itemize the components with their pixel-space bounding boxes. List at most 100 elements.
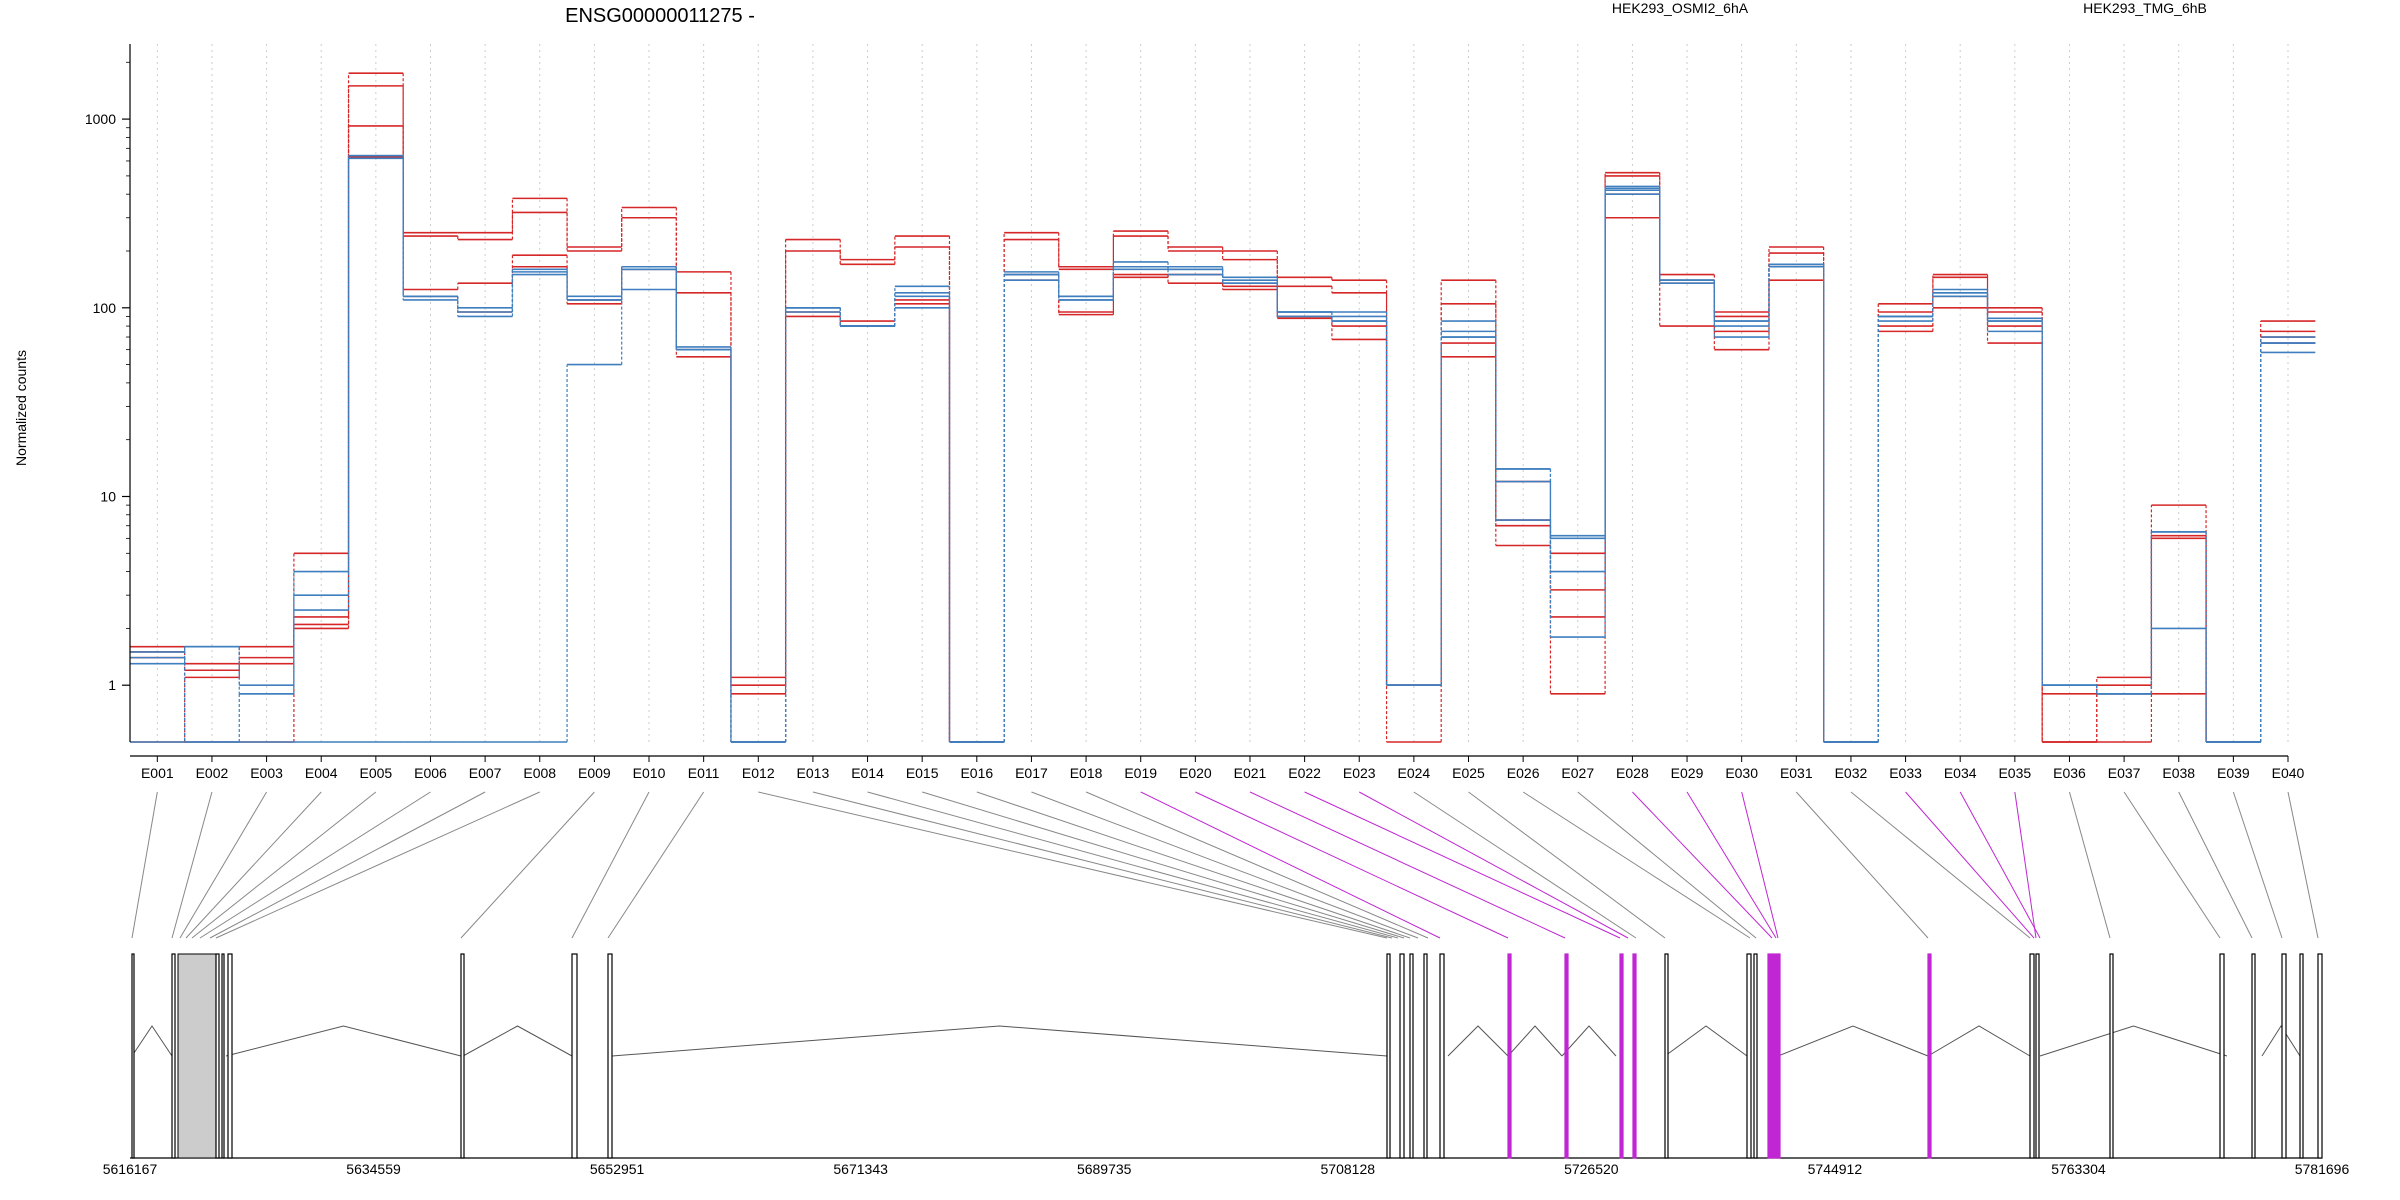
- genomic-tick-label: 5634559: [346, 1161, 401, 1177]
- exon-connector: [2068, 791, 2111, 939]
- exon-connector: [185, 791, 322, 939]
- x-tick-label: E036: [2053, 765, 2086, 781]
- exon-connector: [1195, 791, 1509, 939]
- gene-model: 5616167 5634559 5652951 5671343 5689735 57081…: [103, 953, 2350, 1177]
- x-tick-label: E023: [1343, 765, 1376, 781]
- x-tick-label: E022: [1288, 765, 1321, 781]
- legend-tmg: HEK293_TMG_6hB: [2083, 0, 2207, 16]
- exon-connector: [1795, 791, 1929, 939]
- exon-box: [2299, 953, 2304, 1159]
- exon-connector: [812, 791, 1393, 939]
- exon-connector: [1359, 791, 1629, 939]
- exon-connector: [1850, 791, 2031, 939]
- x-tick-label: E015: [906, 765, 939, 781]
- x-tick-label: E033: [1889, 765, 1922, 781]
- exon-connector: [1959, 791, 2041, 939]
- chart-title: ENSG00000011275 -: [565, 5, 755, 27]
- intron: [1507, 1025, 1563, 1057]
- exon-connector: [758, 791, 1388, 939]
- x-tick-label: E025: [1452, 765, 1485, 781]
- x-tick-label: E024: [1398, 765, 1431, 781]
- exon-connector: [2014, 791, 2037, 939]
- x-tick-label: E021: [1234, 765, 1267, 781]
- x-tick-label: E026: [1507, 765, 1540, 781]
- x-tick-label: E014: [851, 765, 884, 781]
- x-tick-label: E028: [1616, 765, 1649, 781]
- exon-connector: [1686, 791, 1777, 939]
- axes-layer: 1 10 100 1000 E001 E002 E003 E004 E005 E006 E007 E0…: [85, 44, 2305, 781]
- x-tick-label: E001: [141, 765, 174, 781]
- intron: [2261, 1025, 2301, 1057]
- exon-connector: [1085, 791, 1429, 939]
- x-tick-label: E034: [1944, 765, 1977, 781]
- exon-connector: [2123, 791, 2221, 939]
- exon-connector: [215, 791, 540, 939]
- exon-box: [607, 953, 613, 1159]
- exon-connector: [976, 791, 1411, 939]
- intron: [462, 1025, 573, 1057]
- genomic-tick-label: 5781696: [2295, 1161, 2350, 1177]
- intron: [2039, 1025, 2228, 1057]
- exon-box: [215, 953, 220, 1159]
- exon-box: [460, 953, 465, 1159]
- exon-connector: [1905, 791, 2035, 939]
- exon-box: [171, 953, 176, 1159]
- x-tick-label: E030: [1725, 765, 1758, 781]
- x-tick-label: E027: [1561, 765, 1594, 781]
- genomic-tick-label: 5744912: [1808, 1161, 1863, 1177]
- exon-box: [1423, 953, 1428, 1159]
- series-layer: [130, 72, 2316, 743]
- y-tick-label: 1000: [85, 111, 116, 127]
- exon-box: [131, 953, 135, 1159]
- genomic-tick-label: 5616167: [103, 1161, 158, 1177]
- exon-box: [2317, 953, 2323, 1159]
- intron: [131, 1025, 173, 1057]
- exon-connector: [179, 791, 268, 939]
- exon-block: [177, 953, 217, 1159]
- exon-box: [1767, 953, 1781, 1159]
- exon-box: [1564, 953, 1569, 1159]
- exon-box: [1632, 953, 1637, 1159]
- exon-box: [1399, 953, 1405, 1159]
- exon-box: [1386, 953, 1391, 1159]
- y-tick-label: 100: [93, 300, 117, 316]
- genomic-tick-label: 5763304: [2051, 1161, 2106, 1177]
- x-tick-label: E003: [250, 765, 283, 781]
- exon-connector: [209, 791, 486, 939]
- y-axis-label: Normalized counts: [13, 350, 29, 466]
- genomic-tick-label: 5708128: [1321, 1161, 1376, 1177]
- exon-box: [1619, 953, 1624, 1159]
- exon-box: [1664, 953, 1669, 1159]
- x-tick-label: E020: [1179, 765, 1212, 781]
- x-tick-label: E037: [2108, 765, 2141, 781]
- exon-connector: [199, 791, 431, 939]
- x-tick-label: E017: [1015, 765, 1048, 781]
- intron: [611, 1025, 1388, 1057]
- x-tick-label: E019: [1124, 765, 1157, 781]
- exon-box: [2035, 953, 2040, 1159]
- exon-box: [1439, 953, 1445, 1159]
- exon-connector: [191, 791, 377, 939]
- x-tick-label: E032: [1835, 765, 1868, 781]
- x-tick-label: E016: [960, 765, 993, 781]
- exon-box: [2219, 953, 2225, 1159]
- exon-connector: [1741, 791, 1779, 939]
- exon-connector: [1632, 791, 1773, 939]
- exon-connector: [2178, 791, 2253, 939]
- intron: [1447, 1025, 1509, 1057]
- exon-connector: [1577, 791, 1757, 939]
- x-tick-label: E012: [742, 765, 775, 781]
- exon-connector: [2287, 791, 2319, 939]
- exon-box: [1753, 953, 1758, 1159]
- exon-box: [2281, 953, 2287, 1159]
- exon-box: [2109, 953, 2114, 1159]
- intron: [1777, 1025, 1929, 1057]
- exon-box: [2251, 953, 2256, 1159]
- grid-layer: [156, 44, 2289, 742]
- exon-connector: [1249, 791, 1566, 939]
- exon-box: [1507, 953, 1512, 1159]
- y-tick-label: 10: [100, 488, 116, 504]
- exon-connector: [171, 791, 213, 939]
- x-tick-label: E040: [2272, 765, 2305, 781]
- x-tick-label: E004: [305, 765, 338, 781]
